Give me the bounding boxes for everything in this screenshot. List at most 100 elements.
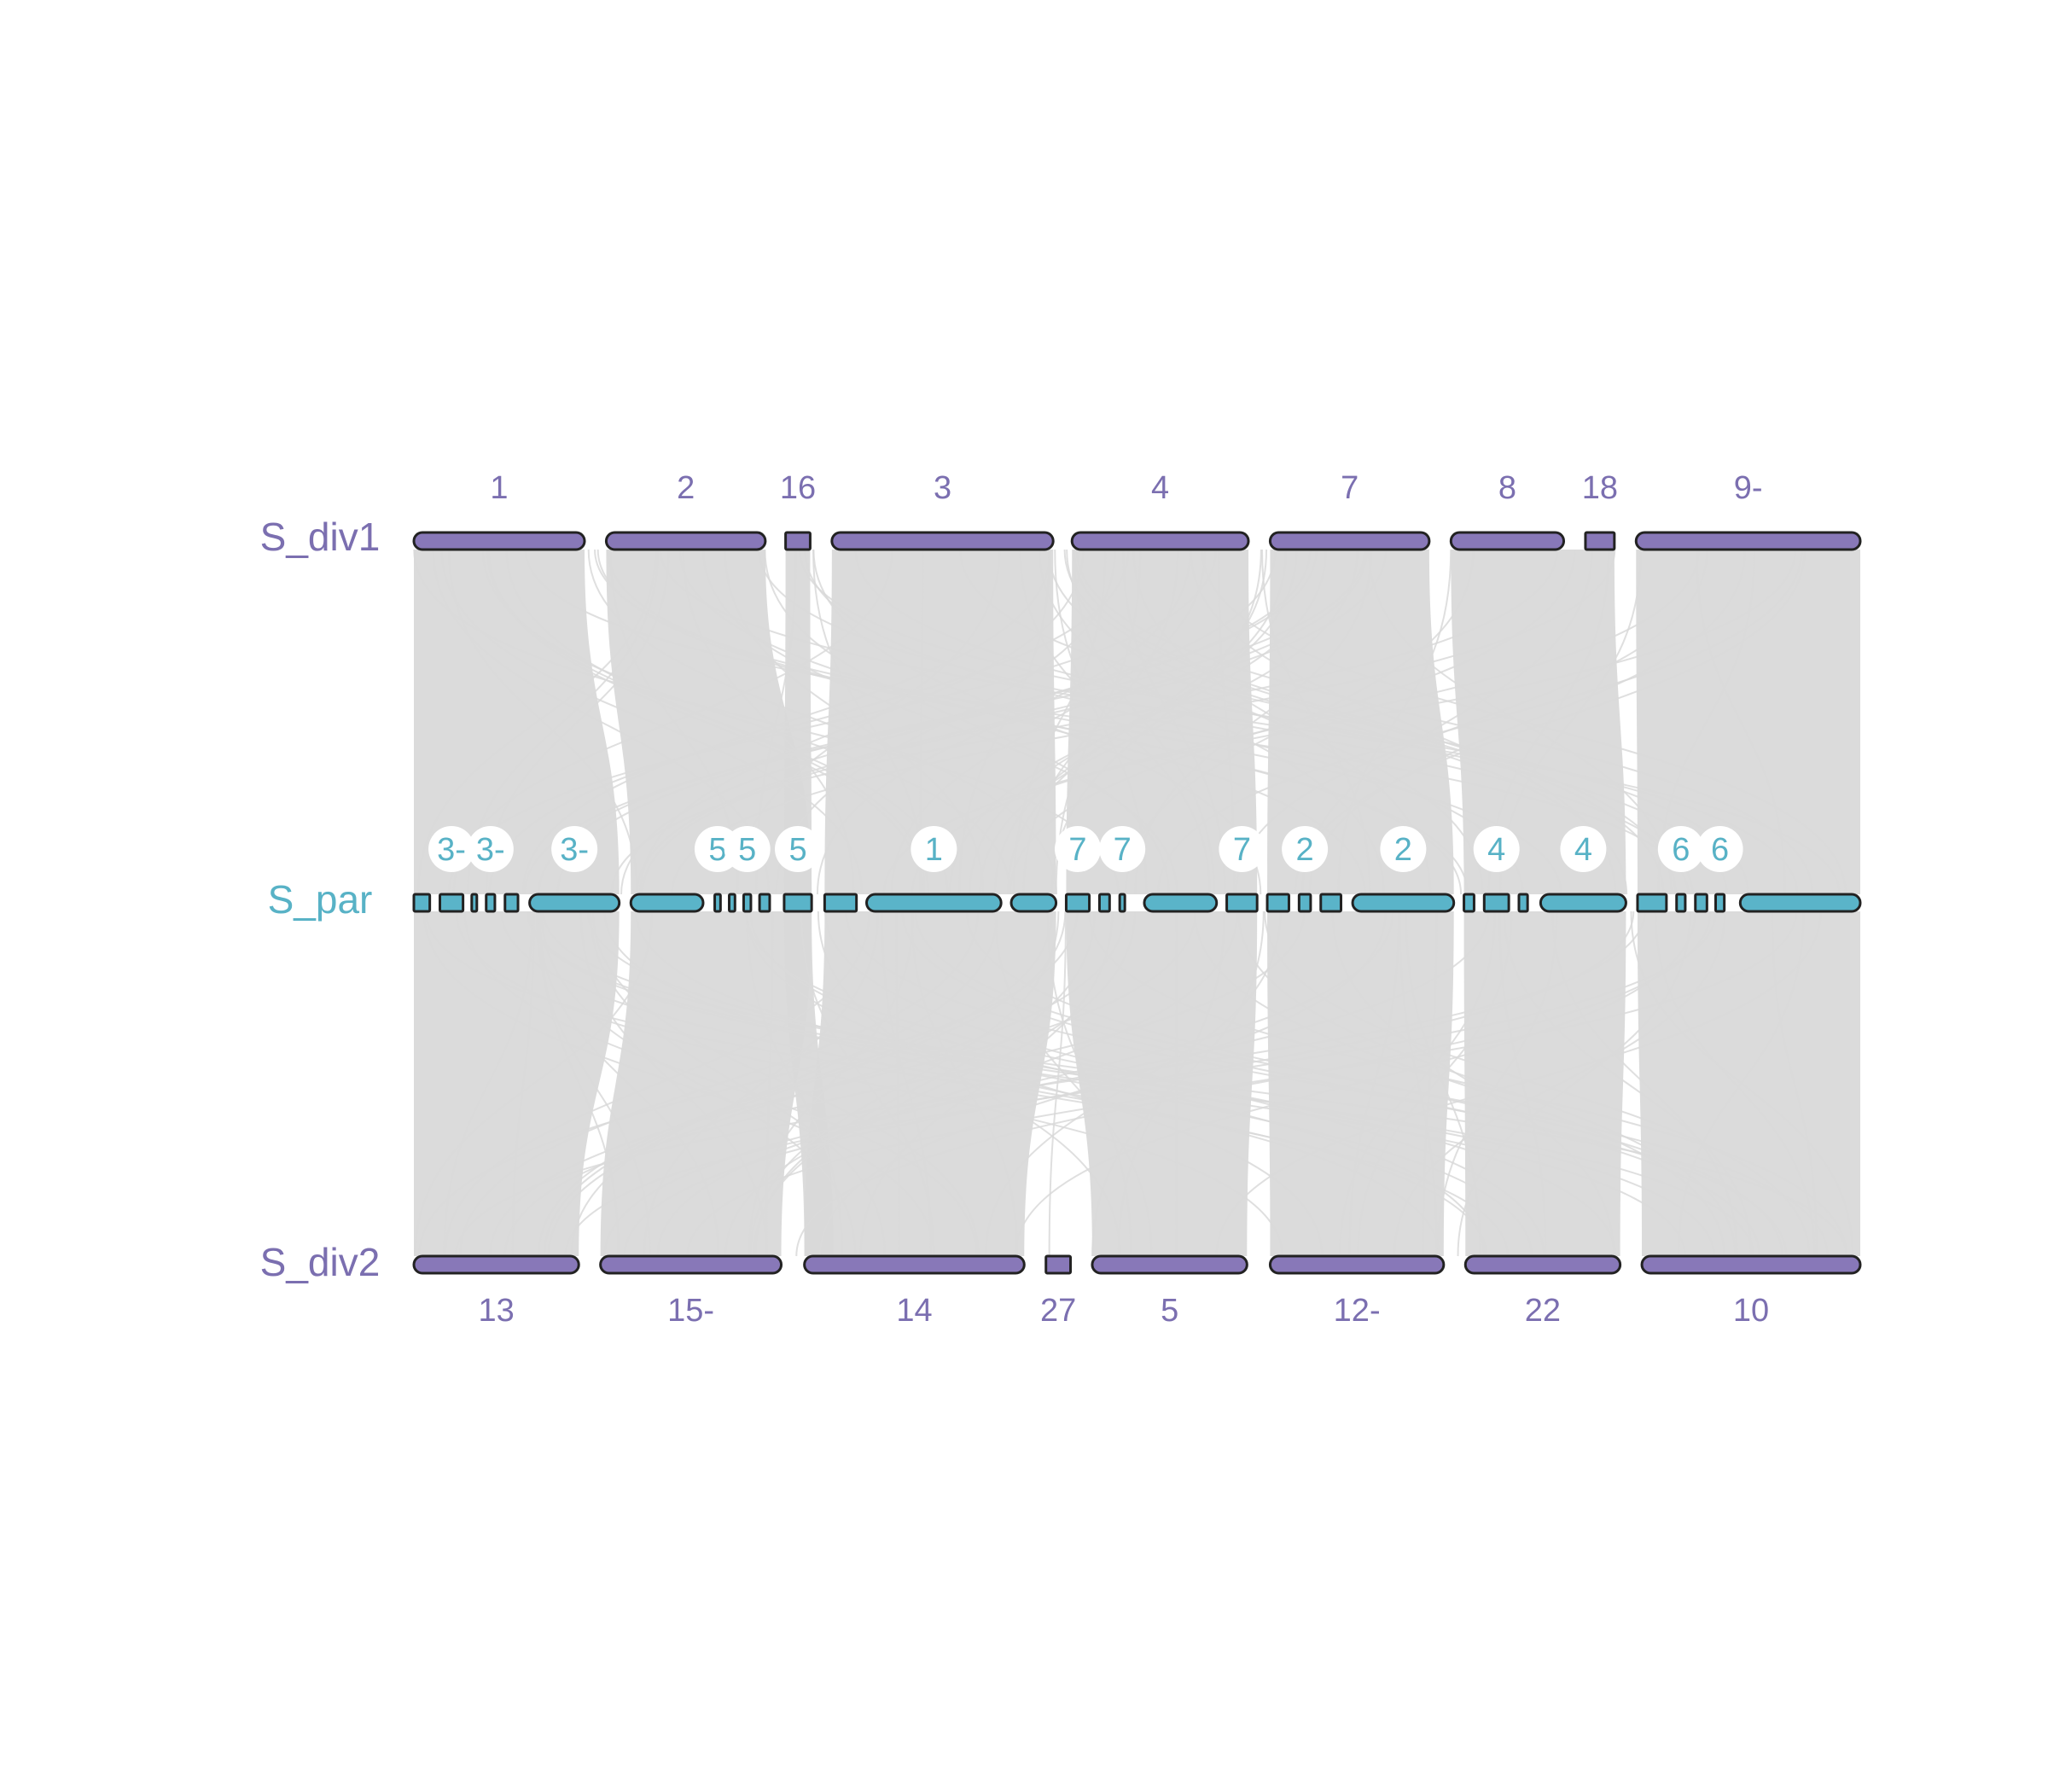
chromosome-s-par	[1482, 893, 1510, 913]
chromosome-s-par	[528, 893, 621, 913]
synteny-link-upper	[1063, 549, 1665, 895]
synteny-ribbon-lower	[1267, 911, 1454, 1256]
synteny-link-lower	[845, 911, 1788, 1257]
chromosome-label: 7	[1233, 832, 1251, 868]
chromosome-s-par	[1539, 893, 1627, 913]
synteny-ribbon-lower	[1637, 911, 1860, 1256]
chromosome-label: 3-	[437, 832, 466, 868]
synteny-link-upper	[1301, 549, 1593, 895]
chromosome-label-badge	[1473, 826, 1520, 872]
synteny-link-upper	[521, 549, 1052, 895]
chromosome-label: 10	[1733, 1293, 1769, 1329]
synteny-link-lower	[818, 911, 1387, 1257]
synteny-link-lower	[754, 911, 1096, 1257]
synteny-link-lower	[456, 911, 1283, 1257]
synteny-link-lower	[414, 911, 653, 1257]
chromosome-label: 16	[780, 470, 816, 506]
chromosome-s-par	[758, 893, 771, 913]
track-label-s-div2: S_div2	[260, 1240, 381, 1284]
synteny-link-upper	[1076, 549, 1814, 895]
chromosome-s-par	[742, 893, 753, 913]
chromosome-s-par	[1463, 893, 1475, 913]
synteny-link-upper	[891, 549, 1207, 895]
chromosome-s-div1	[1634, 531, 1862, 551]
chromosome-label-badge	[551, 826, 598, 872]
chromosome-s-div2	[1044, 1254, 1073, 1275]
synteny-link-lower	[1498, 911, 1547, 1257]
synteny-link-lower	[914, 911, 1829, 1257]
synteny-link-upper	[1012, 549, 1107, 895]
track-label-s-par: S_par	[268, 877, 373, 922]
chromosome-label: 8	[1498, 470, 1516, 506]
chromosome-s-par	[1738, 893, 1862, 913]
chromosome-s-par	[1143, 893, 1219, 913]
synteny-link-upper	[1039, 549, 1385, 895]
synteny-link-upper	[1368, 549, 1673, 895]
chromosome-label: 4	[1151, 470, 1169, 506]
synteny-link-lower	[749, 911, 1486, 1257]
synteny-link-upper	[1696, 549, 1786, 895]
synteny-link-upper	[641, 549, 1387, 895]
chromosome-label: 15-	[667, 1293, 714, 1329]
synteny-link-upper	[1066, 549, 1484, 895]
synteny-link-lower	[994, 911, 1153, 1257]
chromosome-label: 3-	[476, 832, 505, 868]
synteny-link-lower	[859, 911, 1114, 1257]
synteny-link-upper	[702, 549, 1178, 895]
chromosome-label: 7	[1114, 832, 1132, 868]
chromosome-label: 2	[677, 470, 695, 506]
synteny-link-lower	[748, 911, 914, 1257]
synteny-link-upper	[1134, 549, 1373, 895]
chromosome-s-div2	[1640, 1254, 1862, 1275]
synteny-link-lower	[503, 911, 1306, 1257]
chromosome-s-div1	[604, 531, 767, 551]
chromosome-label: 12-	[1334, 1293, 1381, 1329]
chromosome-label: 5	[788, 832, 806, 868]
chromosome-s-div2	[1463, 1254, 1622, 1275]
chromosome-s-div1	[412, 531, 586, 551]
chromosome-label: 6	[1672, 832, 1690, 868]
chromosome-label-badge	[1380, 826, 1427, 872]
synteny-link-lower	[1393, 911, 1726, 1257]
synteny-link-lower	[745, 911, 1324, 1257]
synteny-link-lower	[527, 911, 1686, 1257]
chromosome-s-par	[1675, 893, 1687, 913]
chromosome-label: 2	[1296, 832, 1314, 868]
synteny-link-lower	[538, 911, 620, 1257]
chromosome-s-div2	[803, 1254, 1026, 1275]
chromosome-s-par	[629, 893, 705, 913]
synteny-link-lower	[538, 911, 1053, 1257]
synteny-link-lower	[543, 911, 1067, 1257]
synteny-link-lower	[1014, 911, 1696, 1257]
chromosome-label: 5	[738, 832, 756, 868]
chromosome-s-par	[823, 893, 858, 913]
synteny-link-lower	[1357, 911, 1513, 1257]
synteny-link-upper	[979, 549, 1359, 895]
chromosome-s-div1	[830, 531, 1055, 551]
synteny-links	[413, 549, 1860, 1257]
synteny-link-lower	[1405, 911, 1481, 1257]
chromosome-label: 4	[1487, 832, 1505, 868]
synteny-link-lower	[1194, 911, 1725, 1257]
chromosome-s-par	[1319, 893, 1342, 913]
synteny-link-lower	[459, 911, 980, 1257]
chromosome-label: 4	[1574, 832, 1592, 868]
chromosome-label-badge	[1055, 826, 1102, 872]
synteny-link-lower	[753, 911, 1137, 1257]
synteny-link-lower	[537, 911, 719, 1257]
synteny-link-upper	[440, 549, 864, 895]
synteny-link-lower	[1436, 911, 1558, 1257]
synteny-link-upper	[1073, 549, 1215, 895]
synteny-link-upper	[1009, 549, 1576, 895]
chromosome-label: 2	[1394, 832, 1412, 868]
synteny-link-upper	[724, 549, 985, 895]
synteny-link-upper	[1261, 549, 1371, 895]
synteny-link-upper	[764, 549, 1170, 895]
synteny-link-lower	[547, 911, 1126, 1257]
chromosome-label: 3	[934, 470, 951, 506]
synteny-link-upper	[959, 549, 1749, 895]
synteny-link-upper	[417, 549, 657, 895]
synteny-link-upper	[911, 549, 1700, 895]
synteny-ribbon-upper	[414, 550, 620, 894]
synteny-link-upper	[487, 549, 949, 895]
